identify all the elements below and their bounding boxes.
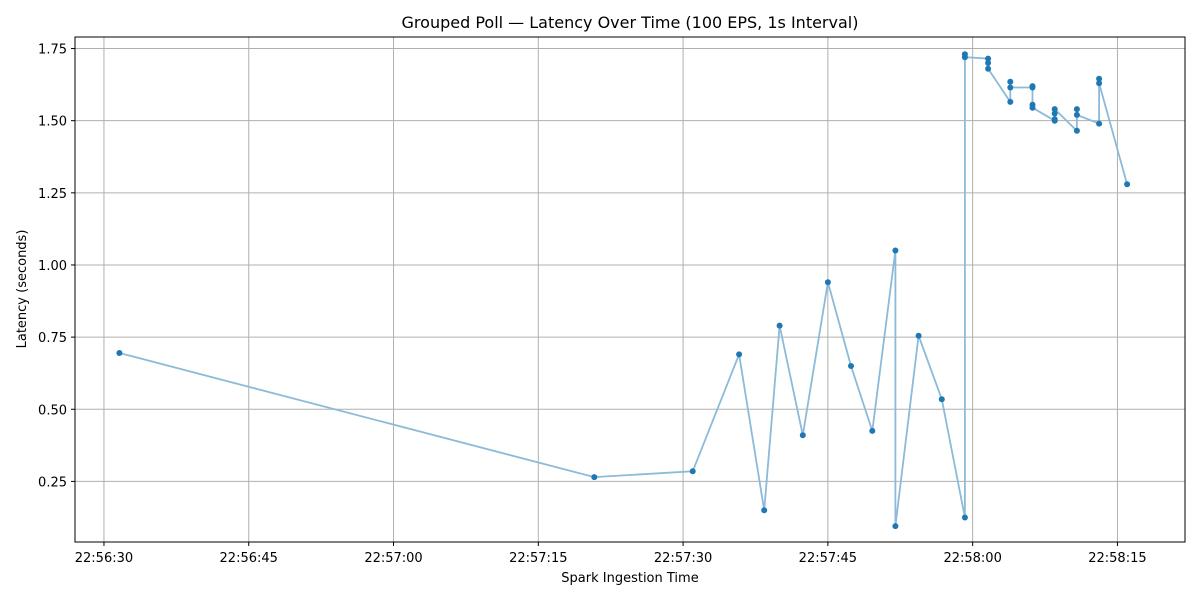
grid-lines [75,37,1185,542]
chart-title: Grouped Poll — Latency Over Time (100 EP… [402,13,859,32]
data-point [1029,83,1036,90]
y-tick-label: 0.25 [38,475,67,490]
x-axis: 22:56:30 22:56:45 22:57:00 22:57:15 22:57:30… [75,542,1147,566]
y-tick-label: 0.50 [38,403,67,418]
data-point [1073,127,1080,134]
y-tick-label: 1.50 [38,115,67,130]
data-point [689,468,696,475]
x-tick-label: 22:57:45 [799,551,857,566]
plot-frame [74,36,1186,543]
data-point [892,523,899,530]
x-tick-label: 22:57:30 [654,551,712,566]
data-point [869,427,876,434]
y-tick-label: 0.75 [38,331,67,346]
y-axis-label: Latency (seconds) [15,230,30,349]
data-point [961,54,968,61]
data-point [1007,98,1014,105]
data-point [985,55,992,62]
x-tick-label: 22:56:30 [75,551,133,566]
data-point [892,247,899,254]
data-point [1007,84,1014,91]
data-point [1073,111,1080,118]
data-point [1029,104,1036,111]
data-point [1124,181,1131,188]
data-point [985,65,992,72]
data-point [938,396,945,403]
data-point [1096,120,1103,127]
data-point [116,350,123,356]
data-point [1051,110,1058,117]
y-tick-label: 1.25 [38,187,67,202]
y-tick-label: 1.00 [38,259,67,274]
data-point [985,60,992,66]
data-point [915,332,922,339]
data-point [1096,80,1103,87]
series-layer [116,51,1131,530]
data-point [1051,106,1058,113]
data-point [736,351,743,358]
x-tick-label: 22:57:15 [509,551,567,566]
data-point [848,363,854,369]
data-point [1073,106,1080,113]
data-point [761,507,768,514]
y-tick-label: 1.75 [38,43,67,58]
data-point [1007,78,1014,85]
y-axis: 0.25 0.50 0.75 1.00 1.25 1.50 1.75 [38,43,75,490]
data-point [1096,75,1103,82]
data-point [799,432,806,439]
data-point [961,514,968,521]
x-tick-label: 22:56:45 [220,551,278,566]
x-tick-label: 22:57:00 [364,551,422,566]
x-axis-label: Spark Ingestion Time [561,571,698,586]
data-point [591,474,598,481]
series-line [119,54,1128,527]
data-point [776,322,783,329]
data-point [824,279,831,286]
x-tick-label: 22:58:00 [943,551,1001,566]
x-tick-label: 22:58:15 [1088,551,1146,566]
data-point [1051,116,1058,123]
